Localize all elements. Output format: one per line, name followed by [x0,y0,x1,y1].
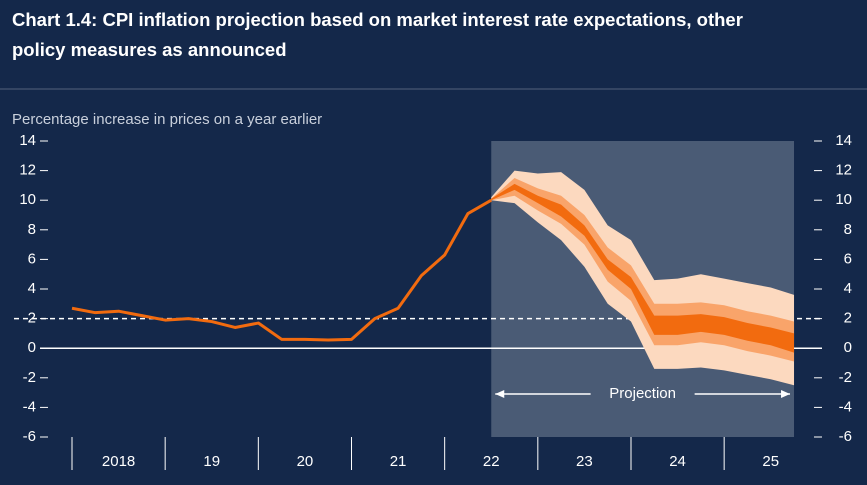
y2-tick-label: 8 [844,221,852,238]
y2-tick-label: 10 [835,191,852,208]
y2-tick-label: 0 [844,339,852,356]
x-tick-label: 21 [390,453,407,470]
y2-tick-label: 2 [844,310,852,327]
arrow-head [495,390,505,398]
fan-band [491,178,795,362]
y-tick-label: 8 [28,221,36,238]
y-tick-label: 12 [19,162,36,179]
y-tick-label: -2 [23,369,36,386]
fan-band [491,183,795,353]
y2-tick-label: -6 [839,428,852,445]
y2-tick-label: 6 [844,250,852,267]
y2-tick-label: -4 [839,398,852,415]
x-tick-label: 23 [576,453,593,470]
x-tick-label: 2018 [102,453,135,470]
y-tick-label: 2 [28,310,36,327]
y2-tick-label: 14 [835,132,852,149]
cpi-line [71,198,492,342]
y-tick-label: 14 [19,132,36,149]
x-tick-label: 25 [762,453,779,470]
y-tick-label: 6 [28,250,36,267]
axis-label: Percentage increase in prices on a year … [12,111,322,128]
y-tick-label: 10 [19,191,36,208]
chart-title: Chart 1.4: CPI inflation projection base… [12,9,743,30]
x-tick-label: 20 [297,453,314,470]
x-tick-label: 24 [669,453,686,470]
projection-label: Projection [609,385,676,402]
y-tick-label: -6 [23,428,36,445]
y2-tick-label: 4 [844,280,852,297]
y-tick-label: 0 [28,339,36,356]
y2-tick-label: -2 [839,369,852,386]
chart-title: policy measures as announced [12,39,287,60]
y2-tick-label: 12 [835,162,852,179]
arrow-head [781,390,791,398]
y-tick-label: -4 [23,398,36,415]
y-tick-label: 4 [28,280,36,297]
x-tick-label: 19 [203,453,220,470]
x-tick-label: 22 [483,453,500,470]
